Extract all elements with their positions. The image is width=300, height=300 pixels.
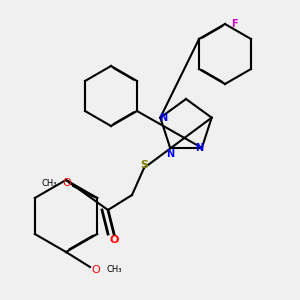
- Text: O: O: [109, 235, 119, 245]
- Text: N: N: [159, 113, 167, 123]
- Text: CH₃: CH₃: [41, 178, 57, 188]
- Text: N: N: [195, 143, 203, 153]
- Text: O: O: [63, 178, 72, 188]
- Text: S: S: [140, 160, 148, 170]
- Text: O: O: [92, 265, 100, 275]
- Text: N: N: [166, 149, 174, 159]
- Text: F: F: [231, 19, 237, 29]
- Text: CH₃: CH₃: [106, 266, 122, 274]
